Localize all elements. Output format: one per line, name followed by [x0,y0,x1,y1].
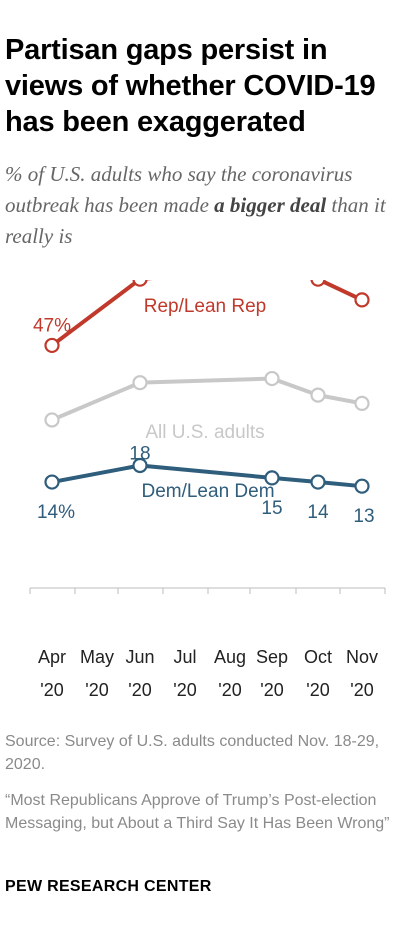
x-tick-label-month: Apr [38,647,66,667]
x-tick-label-month: Jun [125,647,154,667]
x-tick-label-month: Nov [346,647,378,667]
rep-series-data-label: 58 [355,280,376,281]
x-tick-label-month: Aug [214,647,246,667]
all-adults-series-point [132,375,148,391]
rep-series-point [310,280,326,287]
dem-series-name-label: Dem/Lean Dem [141,481,274,502]
all-adults-series-point [44,412,60,428]
dem-series-point [354,478,370,494]
subtitle-text-end: than it really is [5,193,386,248]
subtitle-text: % of U.S. adults who say the coronavirus… [5,162,353,217]
x-tick-label-year: '20 [40,680,63,700]
x-tick-label-year: '20 [306,680,329,700]
all-adults-series-point [310,387,326,403]
dem-series-data-label: 14 [307,502,329,523]
dem-series-data-label: 14% [37,502,75,523]
rep-series-point [354,292,370,308]
chart-subtitle: % of U.S. adults who say the coronavirus… [5,159,410,252]
dem-series-point [132,457,148,474]
x-tick-label-year: '20 [173,680,196,700]
x-tick-label-year: '20 [85,680,108,700]
source-note: Source: Survey of U.S. adults conducted … [5,733,380,773]
x-tick-label-month: May [80,647,114,667]
rep-series-point [132,280,148,287]
x-tick-label-year: '20 [350,680,373,700]
all-adults-series-point [354,395,370,411]
rep-series-name-label: Rep/Lean Rep [144,296,267,317]
rep-series-line [50,280,364,348]
dem-series-data-label: 15 [261,498,282,519]
report-title-note: “Most Republicans Approve of Trump’s Pos… [5,792,390,832]
dem-series-data-label: 18 [129,443,150,464]
x-tick-label-year: '20 [260,680,283,700]
dem-series-point [264,470,280,486]
x-tick-label-year: '20 [218,680,241,700]
brand-logo-text: PEW RESEARCH CENTER [5,878,212,895]
rep-series-data-label: 47% [33,315,71,336]
x-tick-label-month: Jul [173,647,196,667]
subtitle-emphasis: a bigger deal [214,193,327,217]
all-adults-series-name-label: All U.S. adults [145,422,264,443]
dem-series-point [44,474,60,490]
x-tick-label-year: '20 [128,680,151,700]
chart-title: Partisan gaps persist in views of whethe… [5,34,376,138]
x-tick-label-month: Oct [304,647,332,667]
line-chart: Apr '20 May '20 Jun '20 Jul '20 Aug '20 Sep '20 Oct '… [29,280,386,700]
all-adults-series-point [264,370,280,387]
dem-series-point [310,474,326,490]
dem-series-data-label: 13 [353,506,374,527]
rep-series-point [44,337,60,354]
x-tick-label-month: Sep [256,647,288,667]
